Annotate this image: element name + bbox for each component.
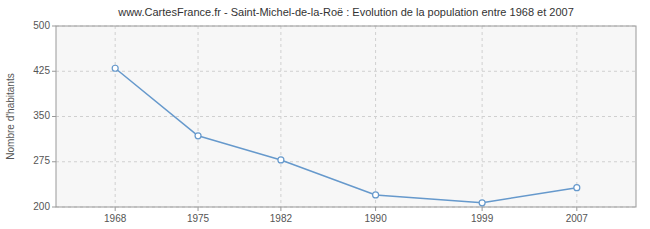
x-tick — [576, 207, 577, 211]
x-grid-line — [576, 26, 577, 207]
chart-container: 200 275 350 425 500 1968 1975 1982 1990 1999 2007 w… — [0, 0, 650, 229]
x-tick-label: 1990 — [364, 213, 387, 224]
y-tick-label: 200 — [33, 201, 50, 212]
y-tick-label: 275 — [33, 155, 50, 166]
point — [574, 185, 580, 191]
y-tick — [52, 161, 56, 162]
chart-svg: 200 275 350 425 500 1968 1975 1982 1990 1999 2007 w… — [0, 0, 650, 229]
y-grid-line — [56, 161, 636, 162]
x-tick — [198, 207, 199, 211]
y-tick — [52, 116, 56, 117]
axes: 200 275 350 425 500 1968 1975 1982 1990 1999 2007 — [33, 20, 636, 224]
point — [479, 200, 485, 206]
point — [278, 157, 284, 163]
x-tick-label: 1999 — [471, 213, 494, 224]
y-tick — [52, 71, 56, 72]
title: www.CartesFrance.fr - Saint-Michel-de-la… — [117, 6, 574, 18]
y-tick-label: 350 — [33, 110, 50, 121]
y-tick-label: 425 — [33, 65, 50, 76]
plot-background — [56, 26, 636, 207]
x-grid-line — [280, 26, 281, 207]
x-tick-label: 1968 — [104, 213, 127, 224]
y-grid-line — [56, 71, 636, 72]
y-tick — [52, 207, 56, 208]
x-grid-line — [198, 26, 199, 207]
y-tick — [52, 26, 56, 27]
x-grid-line — [375, 26, 376, 207]
x-grid-line — [482, 26, 483, 207]
y-tick-label: 500 — [33, 20, 50, 31]
x-tick — [115, 207, 116, 211]
x-tick-label: 1975 — [187, 213, 210, 224]
x-tick — [482, 207, 483, 211]
x-tick — [280, 207, 281, 211]
line — [115, 68, 577, 203]
point — [112, 65, 118, 71]
x-tick-label: 1982 — [270, 213, 293, 224]
y-grid-line — [56, 116, 636, 117]
series — [112, 65, 580, 206]
point — [373, 192, 379, 198]
plot-frame — [56, 26, 636, 207]
x-grid-line — [115, 26, 116, 207]
x-tick-label: 2007 — [566, 213, 589, 224]
x-tick — [375, 207, 376, 211]
y-axis-label: Nombre d'habitants — [5, 73, 16, 159]
grid — [56, 26, 636, 207]
point — [195, 133, 201, 139]
